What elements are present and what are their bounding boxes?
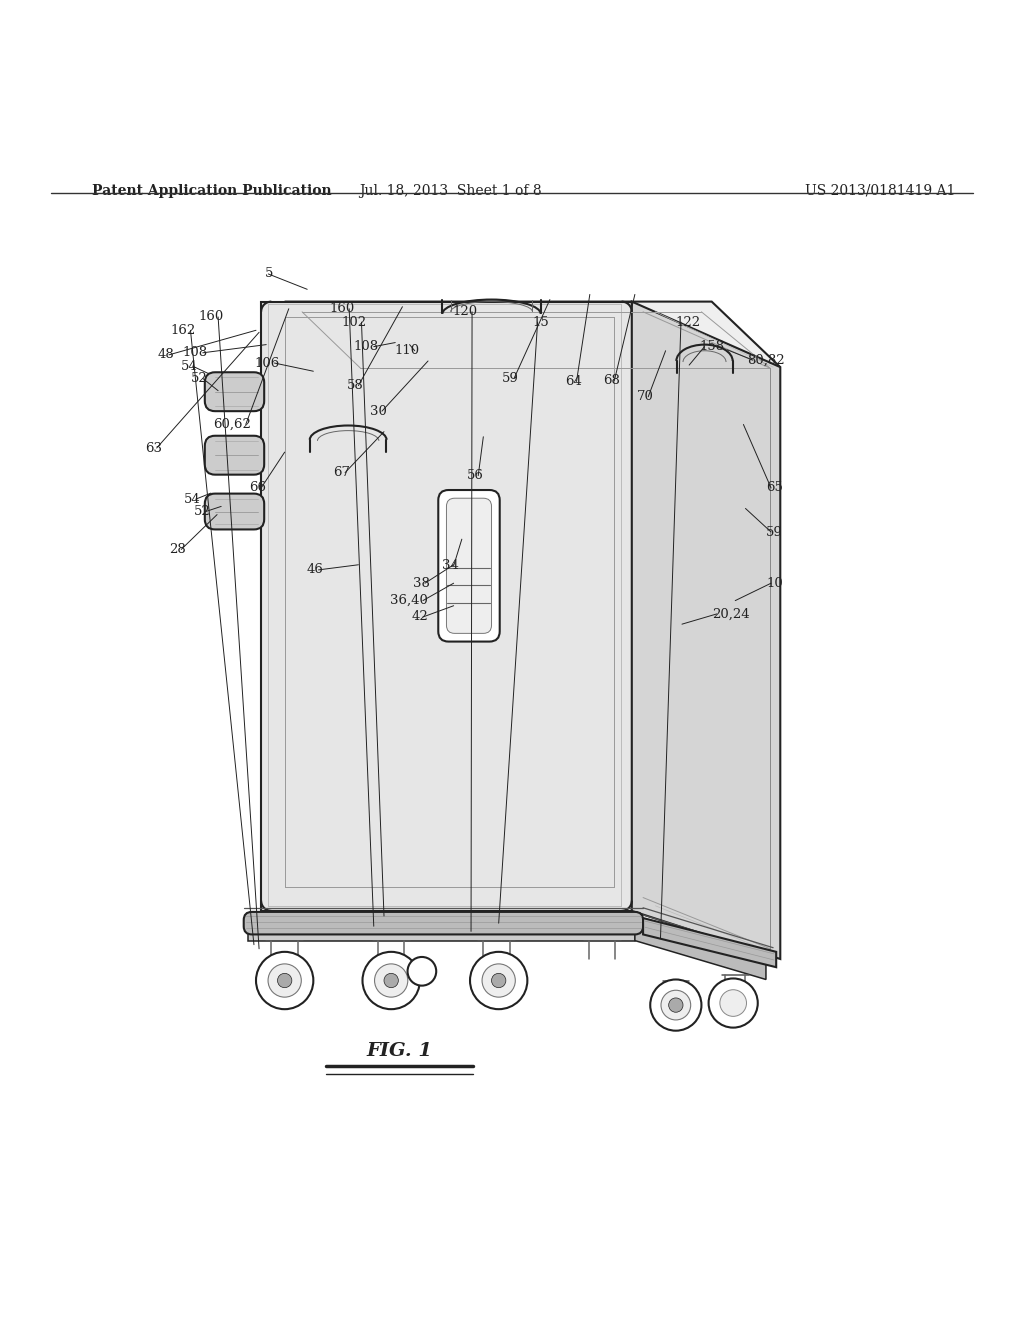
FancyBboxPatch shape xyxy=(205,372,264,411)
Circle shape xyxy=(278,973,292,987)
Text: 58: 58 xyxy=(347,379,364,392)
Text: 106: 106 xyxy=(254,356,280,370)
FancyBboxPatch shape xyxy=(438,490,500,642)
Circle shape xyxy=(492,973,506,987)
Circle shape xyxy=(662,990,690,1020)
Circle shape xyxy=(408,957,436,986)
Circle shape xyxy=(362,952,420,1010)
Text: 54: 54 xyxy=(184,492,201,506)
Circle shape xyxy=(709,978,758,1027)
Text: 59: 59 xyxy=(503,372,519,385)
Text: 36,40: 36,40 xyxy=(390,594,428,607)
Text: Patent Application Publication: Patent Application Publication xyxy=(92,183,332,198)
Circle shape xyxy=(384,973,398,987)
Circle shape xyxy=(256,952,313,1010)
Text: 56: 56 xyxy=(467,469,483,482)
Polygon shape xyxy=(261,301,632,911)
FancyBboxPatch shape xyxy=(205,436,264,475)
Text: 108: 108 xyxy=(353,341,379,354)
Text: 66: 66 xyxy=(249,482,266,495)
Circle shape xyxy=(720,990,746,1016)
Polygon shape xyxy=(285,301,780,367)
Text: FIG. 1: FIG. 1 xyxy=(367,1043,432,1060)
Text: 20,24: 20,24 xyxy=(712,607,750,620)
FancyBboxPatch shape xyxy=(205,494,264,529)
Polygon shape xyxy=(643,917,776,968)
Text: 64: 64 xyxy=(565,375,582,388)
Text: 120: 120 xyxy=(452,305,477,318)
Circle shape xyxy=(650,979,701,1031)
Text: 42: 42 xyxy=(412,610,428,623)
Circle shape xyxy=(375,964,408,997)
Text: 52: 52 xyxy=(191,372,208,385)
Text: US 2013/0181419 A1: US 2013/0181419 A1 xyxy=(806,183,955,198)
Circle shape xyxy=(470,952,527,1010)
Circle shape xyxy=(268,964,301,997)
Text: 54: 54 xyxy=(181,359,198,372)
Text: 122: 122 xyxy=(676,315,701,329)
Text: 60,62: 60,62 xyxy=(213,418,251,430)
Text: 38: 38 xyxy=(414,577,430,590)
Text: 160: 160 xyxy=(329,302,354,315)
Text: 65: 65 xyxy=(766,482,782,495)
FancyBboxPatch shape xyxy=(446,498,492,634)
Text: 48: 48 xyxy=(158,348,174,362)
Text: 162: 162 xyxy=(170,323,196,337)
Polygon shape xyxy=(632,301,780,960)
Text: 59: 59 xyxy=(766,525,782,539)
Polygon shape xyxy=(248,924,635,941)
Circle shape xyxy=(482,964,515,997)
Text: 34: 34 xyxy=(442,560,459,573)
Polygon shape xyxy=(635,924,766,979)
Text: 63: 63 xyxy=(144,441,162,454)
Text: 46: 46 xyxy=(307,564,324,577)
Text: 52: 52 xyxy=(195,506,211,517)
Text: 158: 158 xyxy=(699,341,725,354)
Text: 10: 10 xyxy=(766,577,782,590)
Text: 108: 108 xyxy=(182,346,208,359)
Text: 67: 67 xyxy=(333,466,350,479)
Text: 80,82: 80,82 xyxy=(748,354,785,367)
Text: 110: 110 xyxy=(394,345,420,358)
Text: 70: 70 xyxy=(637,391,653,404)
FancyBboxPatch shape xyxy=(244,912,643,935)
Text: 5: 5 xyxy=(265,268,273,280)
Text: 68: 68 xyxy=(603,374,620,387)
Circle shape xyxy=(669,998,683,1012)
Text: 28: 28 xyxy=(170,543,186,556)
Text: 15: 15 xyxy=(532,315,549,329)
Text: 30: 30 xyxy=(371,405,387,417)
Text: Jul. 18, 2013  Sheet 1 of 8: Jul. 18, 2013 Sheet 1 of 8 xyxy=(359,183,542,198)
Text: 160: 160 xyxy=(198,310,223,323)
Text: 102: 102 xyxy=(341,315,367,329)
